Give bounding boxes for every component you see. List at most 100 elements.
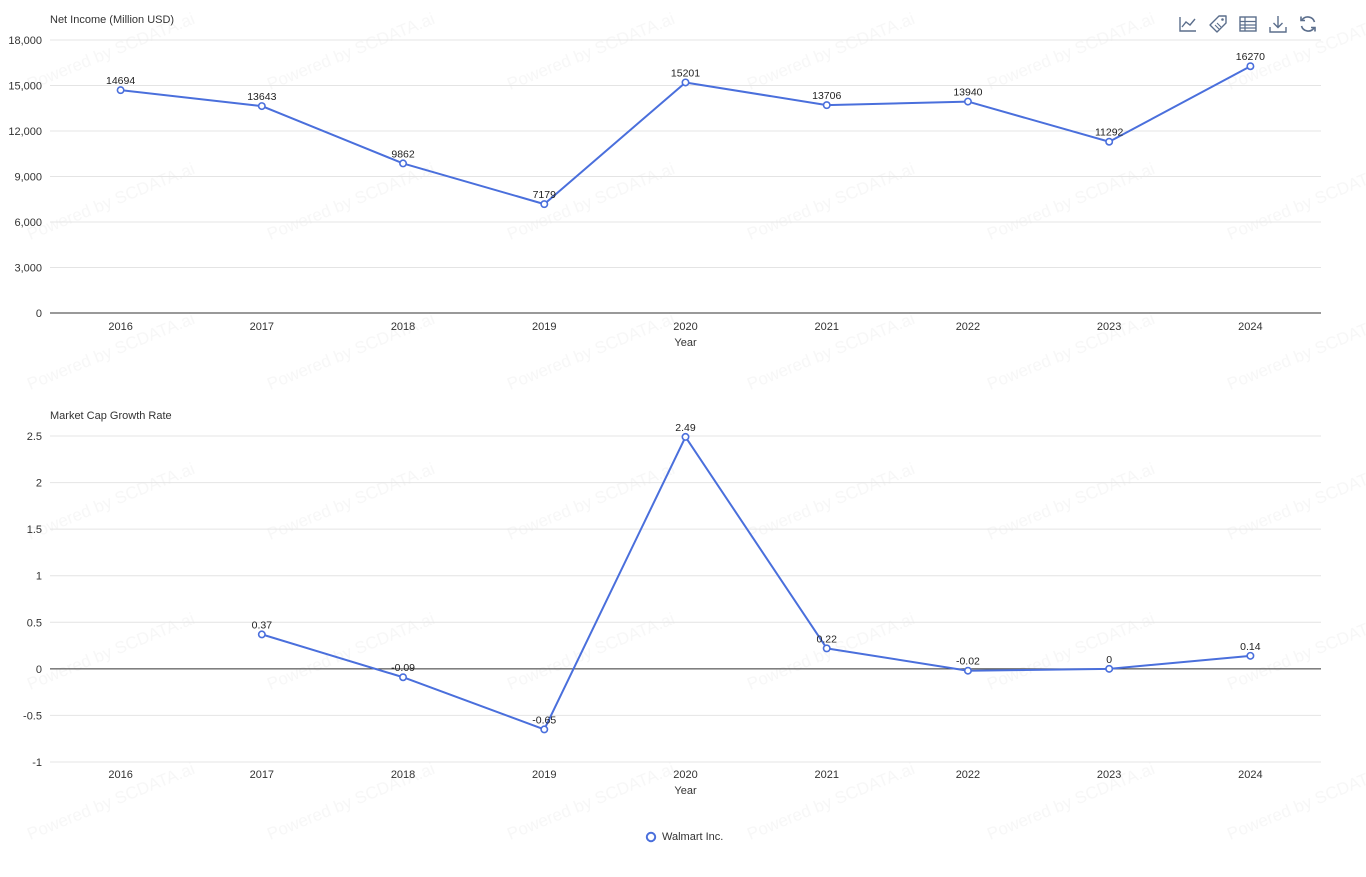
data-label: 7179 [533, 189, 557, 201]
x-tick-label: 2022 [956, 769, 980, 781]
watermark-text: Powered by SCDATA.ai [504, 9, 677, 94]
x-tick-label: 2016 [108, 769, 132, 781]
data-label: 13940 [953, 87, 982, 99]
y-tick-label: 2.5 [27, 431, 42, 443]
data-point [399, 673, 408, 682]
y-tick-label: 0 [36, 308, 42, 320]
x-tick-label: 2017 [250, 321, 274, 333]
chart-panel-2: Market Cap Growth Rate -1 -0.5 0 0.5 1 1.5 2 2.5… [23, 410, 1321, 797]
data-point [681, 78, 690, 87]
data-point [681, 432, 690, 441]
data-point [1246, 62, 1255, 71]
y-tick-label: 12,000 [8, 126, 42, 138]
data-label: 13706 [812, 90, 841, 102]
x-tick-label: 2016 [108, 321, 132, 333]
y-tick-label: 6,000 [14, 217, 42, 229]
y-tick-label: 9,000 [14, 172, 42, 184]
data-point [963, 666, 972, 675]
watermark-text: Powered by SCDATA.ai [984, 609, 1157, 694]
data-point [1246, 651, 1255, 660]
data-label: -0.65 [532, 714, 556, 726]
watermark-text: Powered by SCDATA.ai [24, 159, 197, 244]
x-axis-title: Year [674, 337, 697, 349]
watermark-text: Powered by SCDATA.ai [984, 459, 1157, 544]
data-point [257, 630, 266, 639]
y-tick-label: -1 [32, 757, 42, 769]
x-tick-label: 2024 [1238, 769, 1262, 781]
x-tick-label: 2023 [1097, 321, 1121, 333]
x-tick-label: 2024 [1238, 321, 1262, 333]
x-tick-label: 2022 [956, 321, 980, 333]
data-label: 16270 [1236, 51, 1265, 63]
watermark-text: Powered by SCDATA.ai [264, 459, 437, 544]
y-tick-label: -0.5 [23, 710, 42, 722]
data-label: 2.49 [675, 422, 696, 434]
data-label: 0.22 [817, 633, 838, 645]
legend: Walmart Inc. [645, 831, 723, 843]
y-axis-title: Net Income (Million USD) [50, 14, 174, 26]
x-tick-label: 2018 [391, 321, 415, 333]
download-icon[interactable] [1268, 14, 1288, 34]
y-axis-title: Market Cap Growth Rate [50, 410, 172, 422]
watermark-text: Powered by SCDATA.ai [264, 159, 437, 244]
line-chart-icon[interactable] [1178, 14, 1198, 34]
refresh-icon[interactable] [1298, 14, 1318, 34]
data-label: -0.09 [391, 662, 415, 674]
series-line [261, 435, 1251, 731]
x-tick-label: 2023 [1097, 769, 1121, 781]
data-label: 0 [1106, 654, 1112, 666]
x-tick-label: 2020 [673, 769, 697, 781]
data-point [399, 159, 408, 168]
watermark-text: Powered by SCDATA.ai [504, 759, 677, 844]
watermark-text: Powered by SCDATA.ai [984, 309, 1157, 394]
data-point [540, 725, 549, 734]
data-label: 9862 [391, 148, 415, 160]
x-tick-label: 2017 [250, 769, 274, 781]
data-label: 14694 [106, 75, 135, 87]
watermark-text: Powered by SCDATA.ai [1224, 159, 1366, 244]
data-table-icon[interactable] [1238, 14, 1258, 34]
data-point [540, 200, 549, 209]
data-point [822, 644, 831, 653]
watermark-text: Powered by SCDATA.ai [24, 609, 197, 694]
y-tick-label: 0 [36, 664, 42, 676]
x-tick-label: 2021 [814, 321, 838, 333]
legend-label: Walmart Inc. [662, 831, 723, 843]
data-label: -0.02 [956, 656, 980, 668]
series-line [120, 65, 1251, 206]
y-tick-label: 18,000 [8, 35, 42, 47]
data-point [116, 86, 125, 95]
watermark-text: Powered by SCDATA.ai [744, 609, 917, 694]
y-tick-label: 3,000 [14, 263, 42, 275]
chart-toolbar [1178, 14, 1318, 34]
watermark-text: Powered by SCDATA.ai [504, 459, 677, 544]
x-tick-label: 2020 [673, 321, 697, 333]
data-point [257, 102, 266, 111]
data-label: 0.37 [252, 619, 273, 631]
watermark-text: Powered by SCDATA.ai [264, 9, 437, 94]
watermark-text: Powered by SCDATA.ai [504, 309, 677, 394]
x-tick-label: 2021 [814, 769, 838, 781]
tag-icon[interactable] [1208, 14, 1228, 34]
watermark-text: Powered by SCDATA.ai [984, 9, 1157, 94]
data-point [963, 97, 972, 106]
x-axis-title: Year [674, 785, 697, 797]
watermark-text: Powered by SCDATA.ai [1224, 459, 1366, 544]
watermark-text: Powered by SCDATA.ai [744, 459, 917, 544]
y-tick-label: 0.5 [27, 617, 42, 629]
data-label: 11292 [1095, 127, 1124, 139]
data-point [1105, 664, 1114, 673]
x-tick-label: 2019 [532, 769, 556, 781]
y-tick-label: 2 [36, 478, 42, 490]
data-point [1105, 137, 1114, 146]
watermark-text: Powered by SCDATA.ai [504, 609, 677, 694]
x-tick-label: 2018 [391, 769, 415, 781]
watermark-text: Powered by SCDATA.ai [984, 759, 1157, 844]
chart-panel-1: Net Income (Million USD) 0 3,000 6,000 9,000… [8, 14, 1321, 349]
watermark-text: Powered by SCDATA.ai [744, 159, 917, 244]
y-tick-label: 1.5 [27, 524, 42, 536]
data-label: 0.14 [1240, 641, 1261, 653]
legend-marker [645, 831, 657, 843]
